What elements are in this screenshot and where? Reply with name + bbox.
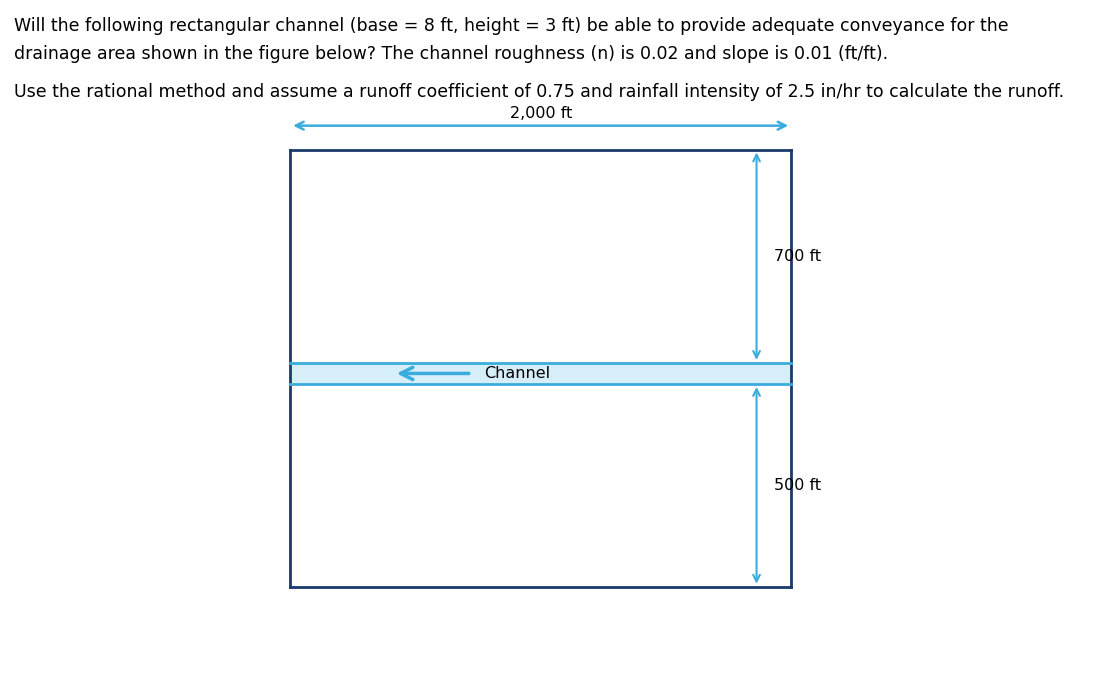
Text: Use the rational method and assume a runoff coefficient of 0.75 and rainfall int: Use the rational method and assume a run…: [14, 83, 1065, 101]
Text: 2,000 ft: 2,000 ft: [509, 107, 571, 121]
Text: Will the following rectangular channel (base = 8 ft, height = 3 ft) be able to p: Will the following rectangular channel (…: [14, 17, 1009, 35]
Text: drainage area shown in the figure below? The channel roughness (n) is 0.02 and s: drainage area shown in the figure below?…: [14, 45, 889, 63]
Text: Channel: Channel: [485, 366, 550, 381]
Text: 700 ft: 700 ft: [774, 248, 821, 264]
Bar: [291, 363, 791, 384]
Text: 500 ft: 500 ft: [774, 478, 821, 493]
